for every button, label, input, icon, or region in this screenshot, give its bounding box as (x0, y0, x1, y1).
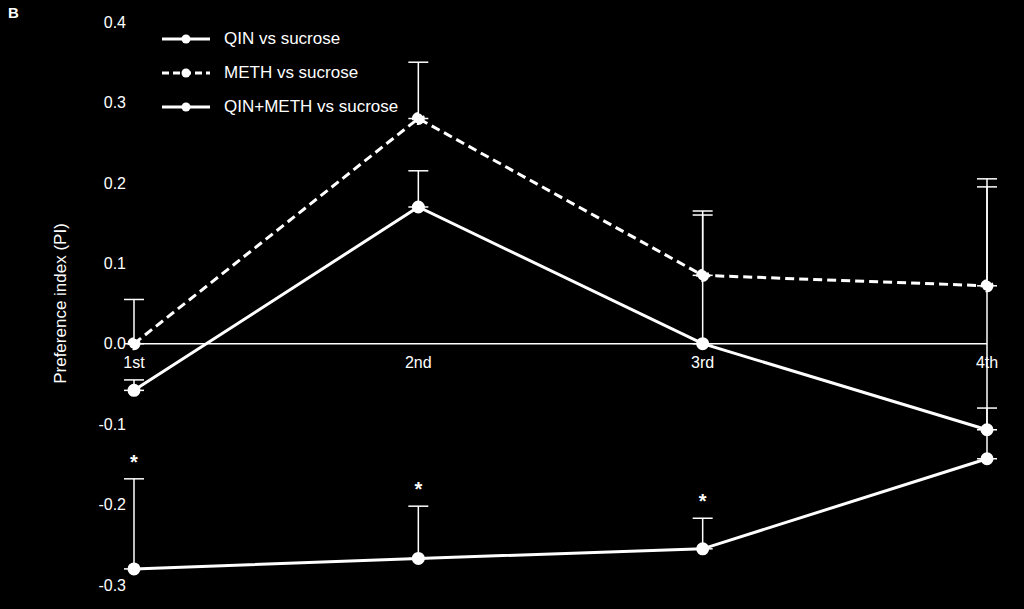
svg-text:4th: 4th (976, 354, 998, 371)
svg-text:*: * (130, 451, 138, 473)
svg-text:*: * (699, 490, 707, 512)
svg-text:3rd: 3rd (691, 354, 714, 371)
svg-text:-0.3: -0.3 (98, 577, 126, 594)
svg-text:1st: 1st (123, 354, 145, 371)
html-text:B: B (8, 4, 19, 21)
svg-text:2nd: 2nd (405, 354, 432, 371)
html-text:QIN+METH vs sucrose: QIN+METH vs sucrose (224, 97, 399, 116)
svg-text:-0.1: -0.1 (98, 416, 126, 433)
svg-text:-0.2: -0.2 (98, 496, 126, 513)
svg-text:0.3: 0.3 (104, 94, 126, 111)
svg-text:0.0: 0.0 (104, 335, 126, 352)
svg-text:*: * (414, 478, 422, 500)
svg-text:Preference index (PI): Preference index (PI) (51, 223, 70, 384)
svg-text:0.4: 0.4 (104, 14, 126, 31)
svg-text:0.1: 0.1 (104, 255, 126, 272)
html-text:METH vs sucrose: METH vs sucrose (224, 63, 359, 82)
html-text:QIN vs sucrose: QIN vs sucrose (224, 29, 341, 48)
svg-text:0.2: 0.2 (104, 175, 126, 192)
